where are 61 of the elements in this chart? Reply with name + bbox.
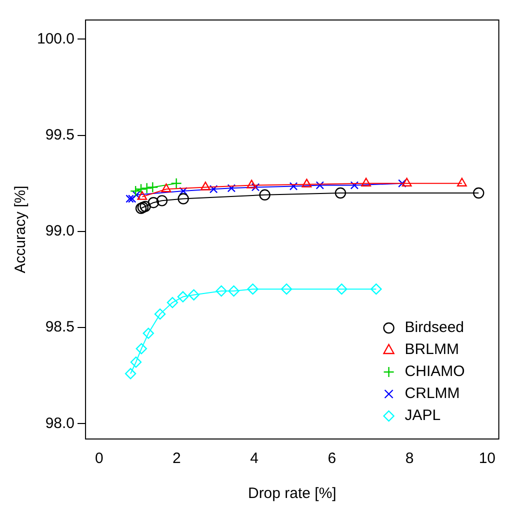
point xyxy=(228,285,240,297)
y-tick-label: 99.5 xyxy=(45,126,75,144)
legend-label: CHIAMO xyxy=(404,363,465,380)
point xyxy=(166,296,178,308)
point xyxy=(302,178,312,188)
point xyxy=(154,308,166,320)
point xyxy=(402,178,412,186)
legend-label: CRLMM xyxy=(404,385,460,402)
x-tick-label: 0 xyxy=(94,450,104,468)
x-tick-label: 4 xyxy=(250,450,259,468)
x-tick-label: 2 xyxy=(172,450,181,468)
point xyxy=(361,178,372,186)
point xyxy=(140,200,151,212)
point xyxy=(259,189,270,201)
point xyxy=(289,182,298,190)
point xyxy=(130,185,142,197)
point xyxy=(177,291,189,302)
point xyxy=(251,183,260,192)
y-tick-label: 100.0 xyxy=(36,30,75,48)
point xyxy=(188,289,200,300)
point xyxy=(246,180,257,188)
point xyxy=(126,194,134,203)
point xyxy=(170,178,182,189)
y-tick-label: 98.0 xyxy=(45,414,75,432)
point xyxy=(457,178,467,186)
legend-label: BRLMM xyxy=(404,341,459,358)
point xyxy=(350,181,359,190)
point xyxy=(473,187,484,199)
point xyxy=(370,283,382,295)
y-axis-title: Accuracy [%] xyxy=(12,186,30,274)
x-axis-title: Drop rate [%] xyxy=(248,485,336,502)
point xyxy=(148,196,160,208)
point xyxy=(216,285,227,297)
point xyxy=(280,283,292,295)
point xyxy=(156,195,168,206)
point xyxy=(128,194,136,203)
point xyxy=(147,182,158,193)
point xyxy=(247,283,258,295)
point xyxy=(137,191,148,200)
point xyxy=(209,185,218,194)
point xyxy=(142,328,154,339)
point xyxy=(130,356,142,368)
point xyxy=(398,179,406,188)
point xyxy=(124,368,136,380)
point xyxy=(179,186,188,196)
point xyxy=(200,182,210,190)
legend-label: JAPL xyxy=(404,407,441,424)
x-tick-label: 8 xyxy=(405,450,414,468)
point xyxy=(136,343,148,354)
x-tick-label: 10 xyxy=(478,450,496,468)
y-tick-label: 98.5 xyxy=(45,318,75,336)
x-tick-label: 6 xyxy=(328,450,336,468)
point xyxy=(334,187,346,199)
point xyxy=(227,184,236,192)
point xyxy=(178,193,189,204)
legend-label: Birdseed xyxy=(404,319,464,336)
point xyxy=(316,181,324,190)
y-tick-label: 99.0 xyxy=(45,222,75,240)
point xyxy=(161,184,172,192)
point xyxy=(336,283,348,295)
point xyxy=(141,182,152,194)
